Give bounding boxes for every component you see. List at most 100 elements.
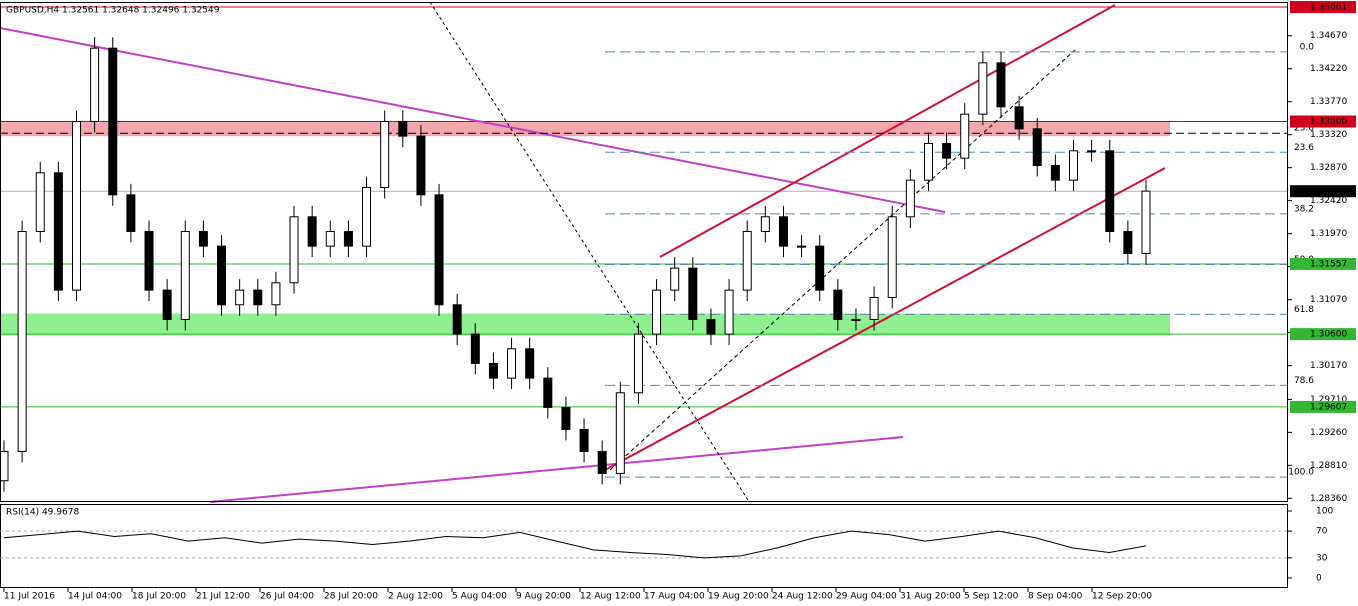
y-tick-label: 1.29710 [1310, 395, 1347, 405]
candle-body [507, 348, 517, 379]
y-tick-label: 1.29260 [1310, 428, 1347, 438]
level-label: 1.31557 [1310, 259, 1347, 269]
candle-body [416, 135, 426, 196]
candle-body [633, 333, 643, 394]
y-tick-label: 1.28810 [1310, 461, 1347, 471]
candle-body [851, 318, 861, 321]
candle-body [235, 289, 245, 306]
y-tick-label: 1.32870 [1310, 163, 1347, 173]
candle-body [815, 245, 825, 291]
rsi-line [3, 530, 1147, 559]
level-label: 1.30600 [1310, 330, 1347, 340]
y-tick-label: 1.28360 [1310, 494, 1347, 504]
candle-body [1123, 230, 1133, 254]
candle-body [942, 142, 952, 159]
x-tick-label: 2 Aug 12:00 [388, 592, 443, 602]
x-tick-label: 26 Jul 04:00 [260, 592, 314, 602]
candle-body [17, 230, 27, 452]
x-tick-label: 18 Jul 20:00 [132, 592, 186, 602]
x-tick-label: 24 Aug 12:00 [772, 592, 833, 602]
x-tick-label: 17 Aug 04:00 [644, 592, 705, 602]
x-tick-label: 5 Sep 12:00 [964, 592, 1019, 602]
chart-title: GBPUSD,H4 1.32561 1.32648 1.32496 1.3254… [6, 6, 220, 16]
fib-label: 100.0 [1288, 468, 1314, 478]
labels: 1.34670 1.34220 1.33770 1.33320 1.32870 1.324… [3, 1, 1356, 602]
axes [0, 2, 1292, 588]
candle-body [688, 267, 698, 320]
zone [0, 121, 1170, 137]
y-tick-label: 100 [1316, 507, 1333, 517]
candle-body [198, 230, 208, 247]
candle-body [525, 348, 535, 379]
candle-body [996, 62, 1006, 108]
x-tick-label: 12 Aug 12:00 [580, 592, 641, 602]
candle-body [398, 121, 408, 137]
trend-line [0, 27, 946, 213]
candle-body [1050, 164, 1060, 181]
candle-body [905, 179, 915, 218]
channel-line [659, 4, 1116, 258]
candle-body [1105, 150, 1115, 232]
x-tick-label: 11 Jul 2016 [4, 592, 55, 602]
x-tick-label: 19 Aug 20:00 [708, 592, 769, 602]
rsi-frame [0, 504, 1288, 588]
y-tick-label: 1.30170 [1310, 361, 1347, 371]
y-tick-label: 1.31970 [1310, 229, 1347, 239]
candle-body [869, 296, 879, 320]
candle-body [1087, 150, 1097, 153]
candle-body [652, 289, 662, 335]
y-tick-label: 1.32420 [1310, 196, 1347, 206]
candle-body [271, 282, 281, 306]
level-box [1290, 328, 1356, 341]
candle-body [35, 172, 45, 232]
candle-body [579, 428, 589, 452]
level-box [1290, 1, 1356, 14]
y-tick-label: 0 [1316, 574, 1322, 584]
x-tick-label: 5 Aug 04:00 [452, 592, 507, 602]
channel-line [604, 167, 1166, 471]
candle-body [760, 216, 770, 232]
candle-body [108, 47, 118, 196]
rsi-title: RSI(14) 49.9678 [6, 508, 79, 518]
candle-body [90, 47, 100, 123]
candle-body [0, 450, 9, 482]
candle-body [325, 230, 335, 247]
level-box [1290, 400, 1356, 413]
fib-label: 23.6 [1294, 124, 1314, 134]
x-tick-label: 21 Jul 12:00 [196, 592, 250, 602]
level-label: 1.33500 [1310, 117, 1347, 127]
candle-body [253, 289, 263, 306]
candle-body [488, 362, 498, 379]
level-label: 1.35061 [1310, 3, 1347, 13]
candle-body [180, 230, 190, 320]
x-tick-label: 29 Aug 04:00 [836, 592, 897, 602]
fib-label: 78.6 [1294, 376, 1314, 386]
y-tick-label: 70 [1316, 527, 1328, 537]
fib-label: 0.0 [1300, 42, 1315, 52]
level-box [1290, 185, 1356, 198]
x-tick-label: 8 Sep 04:00 [1028, 592, 1083, 602]
candle-body [217, 245, 227, 306]
level-label: 1.32549 [1310, 187, 1347, 197]
candle-body [144, 230, 154, 291]
level-box [1290, 115, 1356, 128]
candle-body [470, 333, 480, 364]
level-label: 1.29607 [1310, 402, 1347, 412]
fib-label: 23.6 [1294, 143, 1314, 153]
x-tick-label: 9 Aug 20:00 [516, 592, 571, 602]
candle-body [53, 172, 63, 291]
y-tick-label: 1.34670 [1310, 31, 1347, 41]
candle-body [362, 186, 372, 247]
candle-body [126, 194, 136, 232]
zone [0, 313, 1170, 336]
y-tick-label: 1.33770 [1310, 97, 1347, 107]
dotted-line [429, 1, 749, 501]
fib-label: 38.2 [1294, 204, 1314, 214]
candle-body [72, 121, 82, 291]
candle-body [923, 142, 933, 181]
candle-body [597, 450, 607, 474]
trend-line [209, 436, 904, 503]
candle-body [887, 216, 897, 298]
candles [0, 37, 1151, 492]
